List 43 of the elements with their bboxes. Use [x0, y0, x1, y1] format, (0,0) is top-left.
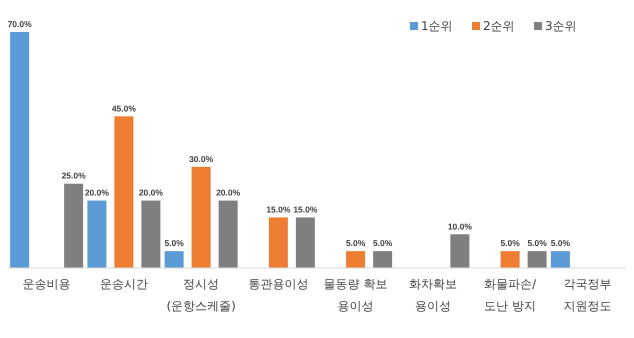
bar	[114, 116, 134, 268]
bar	[64, 184, 84, 268]
bar	[10, 32, 30, 268]
x-tick-label: 화물파손/ 도난 방지	[484, 277, 538, 313]
x-tick-label: 운송시간	[100, 277, 148, 291]
x-tick-label: 정시성 (운항스케줄)	[166, 277, 236, 313]
x-tick-label: 통관용이성	[248, 277, 308, 291]
bar	[373, 251, 392, 268]
x-tick-label: 운송비용	[22, 277, 71, 291]
x-tick-label: 각국정부 지원정도	[563, 277, 612, 313]
bar	[87, 200, 106, 268]
bar	[192, 166, 211, 268]
bar	[268, 217, 288, 268]
data-label: 5.0%	[372, 238, 393, 248]
legend-label: 2순위	[483, 19, 515, 33]
data-label: 70.0%	[8, 19, 32, 29]
data-label: 30.0%	[189, 154, 214, 164]
legend-label: 3순위	[545, 19, 577, 33]
data-label: 15.0%	[266, 204, 291, 214]
data-label: 25.0%	[62, 170, 86, 181]
data-label: 10.0%	[448, 221, 472, 232]
data-label: 5.0%	[550, 238, 571, 248]
bar	[141, 200, 160, 268]
x-tick-label: 화차확보 용이성	[408, 277, 457, 313]
bar	[218, 200, 238, 268]
data-label: 5.0%	[346, 238, 366, 248]
data-label: 5.0%	[164, 238, 184, 248]
bar	[500, 251, 520, 268]
x-tick-label: 물동량 확보 용이성	[324, 277, 388, 313]
bar	[164, 251, 184, 268]
data-label: 5.0%	[527, 238, 548, 248]
data-label: 20.0%	[216, 188, 241, 198]
data-label: 15.0%	[293, 204, 318, 214]
data-label: 20.0%	[138, 188, 164, 198]
legend-label: 1순위	[421, 19, 453, 33]
bar	[346, 251, 366, 268]
data-label: 5.0%	[500, 238, 520, 248]
bar	[450, 234, 470, 268]
bar	[296, 217, 315, 268]
bar	[528, 251, 547, 268]
data-label: 45.0%	[112, 103, 136, 114]
bar	[550, 251, 570, 268]
data-label: 20.0%	[84, 188, 110, 198]
